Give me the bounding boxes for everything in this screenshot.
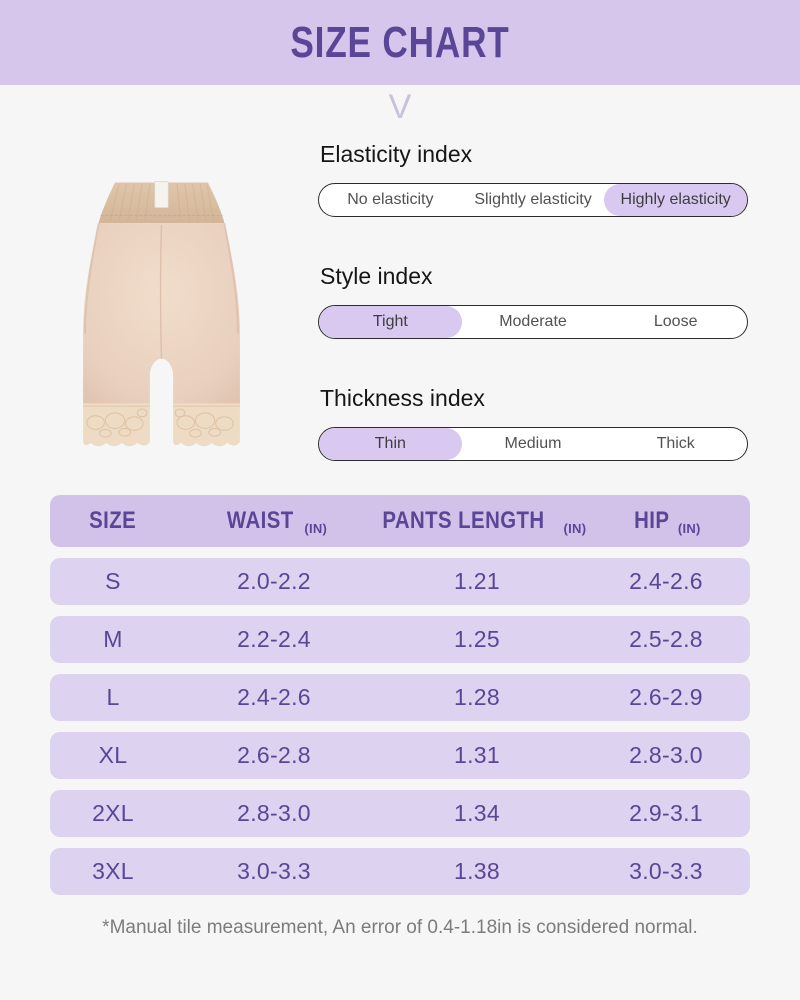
table-cell: 1.38 — [454, 858, 500, 884]
index-group-elasticity-index: Elasticity index No elasticity Slightly el… — [318, 141, 748, 217]
pill-elasticity-index: No elasticity Slightly elasticity Highly e… — [318, 183, 748, 217]
option-tight[interactable]: Tight — [319, 306, 462, 338]
option-thin[interactable]: Thin — [319, 428, 462, 460]
table-cell: 2XL — [92, 800, 134, 826]
table-cell: 1.34 — [454, 800, 500, 826]
index-group-thickness-index: Thickness index Thin Medium Thick — [318, 385, 748, 461]
product-image — [55, 167, 268, 461]
column-header-unit: (IN) — [563, 520, 587, 536]
size-table: SIZE WAIST (IN) PANTS LENGTH (IN) HIP (IN) S 2.… — [50, 495, 750, 895]
table-cell: 2.0-2.2 — [237, 568, 311, 594]
page-title: SIZE CHART — [290, 17, 510, 67]
option-slightly-elasticity[interactable]: Slightly elasticity — [474, 191, 592, 208]
column-header-label: PANTS LENGTH — [381, 507, 545, 534]
table-cell: 2.6-2.8 — [237, 742, 311, 768]
table-row-xl: XL 2.6-2.8 1.31 2.8-3.0 — [50, 732, 750, 779]
column-header-unit: (IN) — [304, 520, 328, 536]
index-heading-elasticity-index: Elasticity index — [320, 141, 473, 167]
index-groups: Elasticity index No elasticity Slightly el… — [318, 141, 748, 461]
option-no-elasticity[interactable]: No elasticity — [347, 191, 434, 208]
table-header-row: SIZE WAIST (IN) PANTS LENGTH (IN) HIP (IN) — [50, 495, 750, 547]
table-row-l: L 2.4-2.6 1.28 2.6-2.9 — [50, 674, 750, 721]
column-header-unit: (IN) — [677, 520, 701, 536]
table-cell: 1.25 — [454, 626, 500, 652]
table-cell: 2.8-3.0 — [237, 800, 311, 826]
footnote: *Manual tile measurement, An error of 0.… — [102, 917, 698, 938]
option-thick[interactable]: Thick — [656, 435, 695, 452]
table-cell: 2.6-2.9 — [629, 684, 703, 710]
table-cell: 2.8-3.0 — [629, 742, 703, 768]
shapewear-shorts-illustration — [83, 181, 240, 447]
table-cell: 1.31 — [454, 742, 500, 768]
table-row-3xl: 3XL 3.0-3.3 1.38 3.0-3.3 — [50, 848, 750, 895]
column-header-waist: WAIST (IN) — [176, 507, 372, 536]
pill-style-index: Tight Moderate Loose — [318, 305, 748, 339]
table-cell: 2.5-2.8 — [629, 626, 703, 652]
option-moderate[interactable]: Moderate — [499, 313, 567, 330]
index-group-style-index: Style index Tight Moderate Loose — [318, 263, 748, 339]
page-header: SIZE CHART — [0, 0, 800, 85]
table-cell: 3.0-3.3 — [237, 858, 311, 884]
table-cell: 1.21 — [454, 568, 500, 594]
option-medium[interactable]: Medium — [504, 435, 562, 452]
column-header-label: SIZE — [89, 507, 137, 534]
table-row-s: S 2.0-2.2 1.21 2.4-2.6 — [50, 558, 750, 605]
table-row-m: M 2.2-2.4 1.25 2.5-2.8 — [50, 616, 750, 663]
chevron-down-icon: V — [388, 88, 412, 126]
option-loose[interactable]: Loose — [653, 313, 698, 330]
option-highly-elasticity[interactable]: Highly elasticity — [604, 184, 747, 216]
table-cell: M — [103, 626, 123, 652]
column-header-hip: HIP (IN) — [582, 507, 750, 536]
table-body: S 2.0-2.2 1.21 2.4-2.6 M 2.2-2.4 1.25 2.5-2.8 L 2… — [50, 558, 750, 895]
table-cell: 3.0-3.3 — [629, 858, 703, 884]
top-section: Elasticity index No elasticity Slightly el… — [0, 129, 800, 461]
column-header-label: HIP — [634, 507, 670, 534]
column-header-size: SIZE — [50, 507, 176, 535]
table-cell: 2.2-2.4 — [237, 626, 311, 652]
table-cell: 1.28 — [454, 684, 500, 710]
table-cell: 3XL — [92, 858, 134, 884]
table-cell: XL — [98, 742, 128, 768]
index-heading-thickness-index: Thickness index — [320, 385, 485, 411]
pill-thickness-index: Thin Medium Thick — [318, 427, 748, 461]
table-cell: 2.4-2.6 — [237, 684, 311, 710]
column-header-label: WAIST — [226, 507, 294, 534]
table-cell: 2.4-2.6 — [629, 568, 703, 594]
table-cell: L — [106, 684, 120, 710]
table-cell: 2.9-3.1 — [629, 800, 703, 826]
table-row-2xl: 2XL 2.8-3.0 1.34 2.9-3.1 — [50, 790, 750, 837]
index-heading-style-index: Style index — [320, 263, 433, 289]
column-header-pants-length: PANTS LENGTH (IN) — [372, 507, 586, 536]
table-cell: S — [105, 568, 121, 594]
